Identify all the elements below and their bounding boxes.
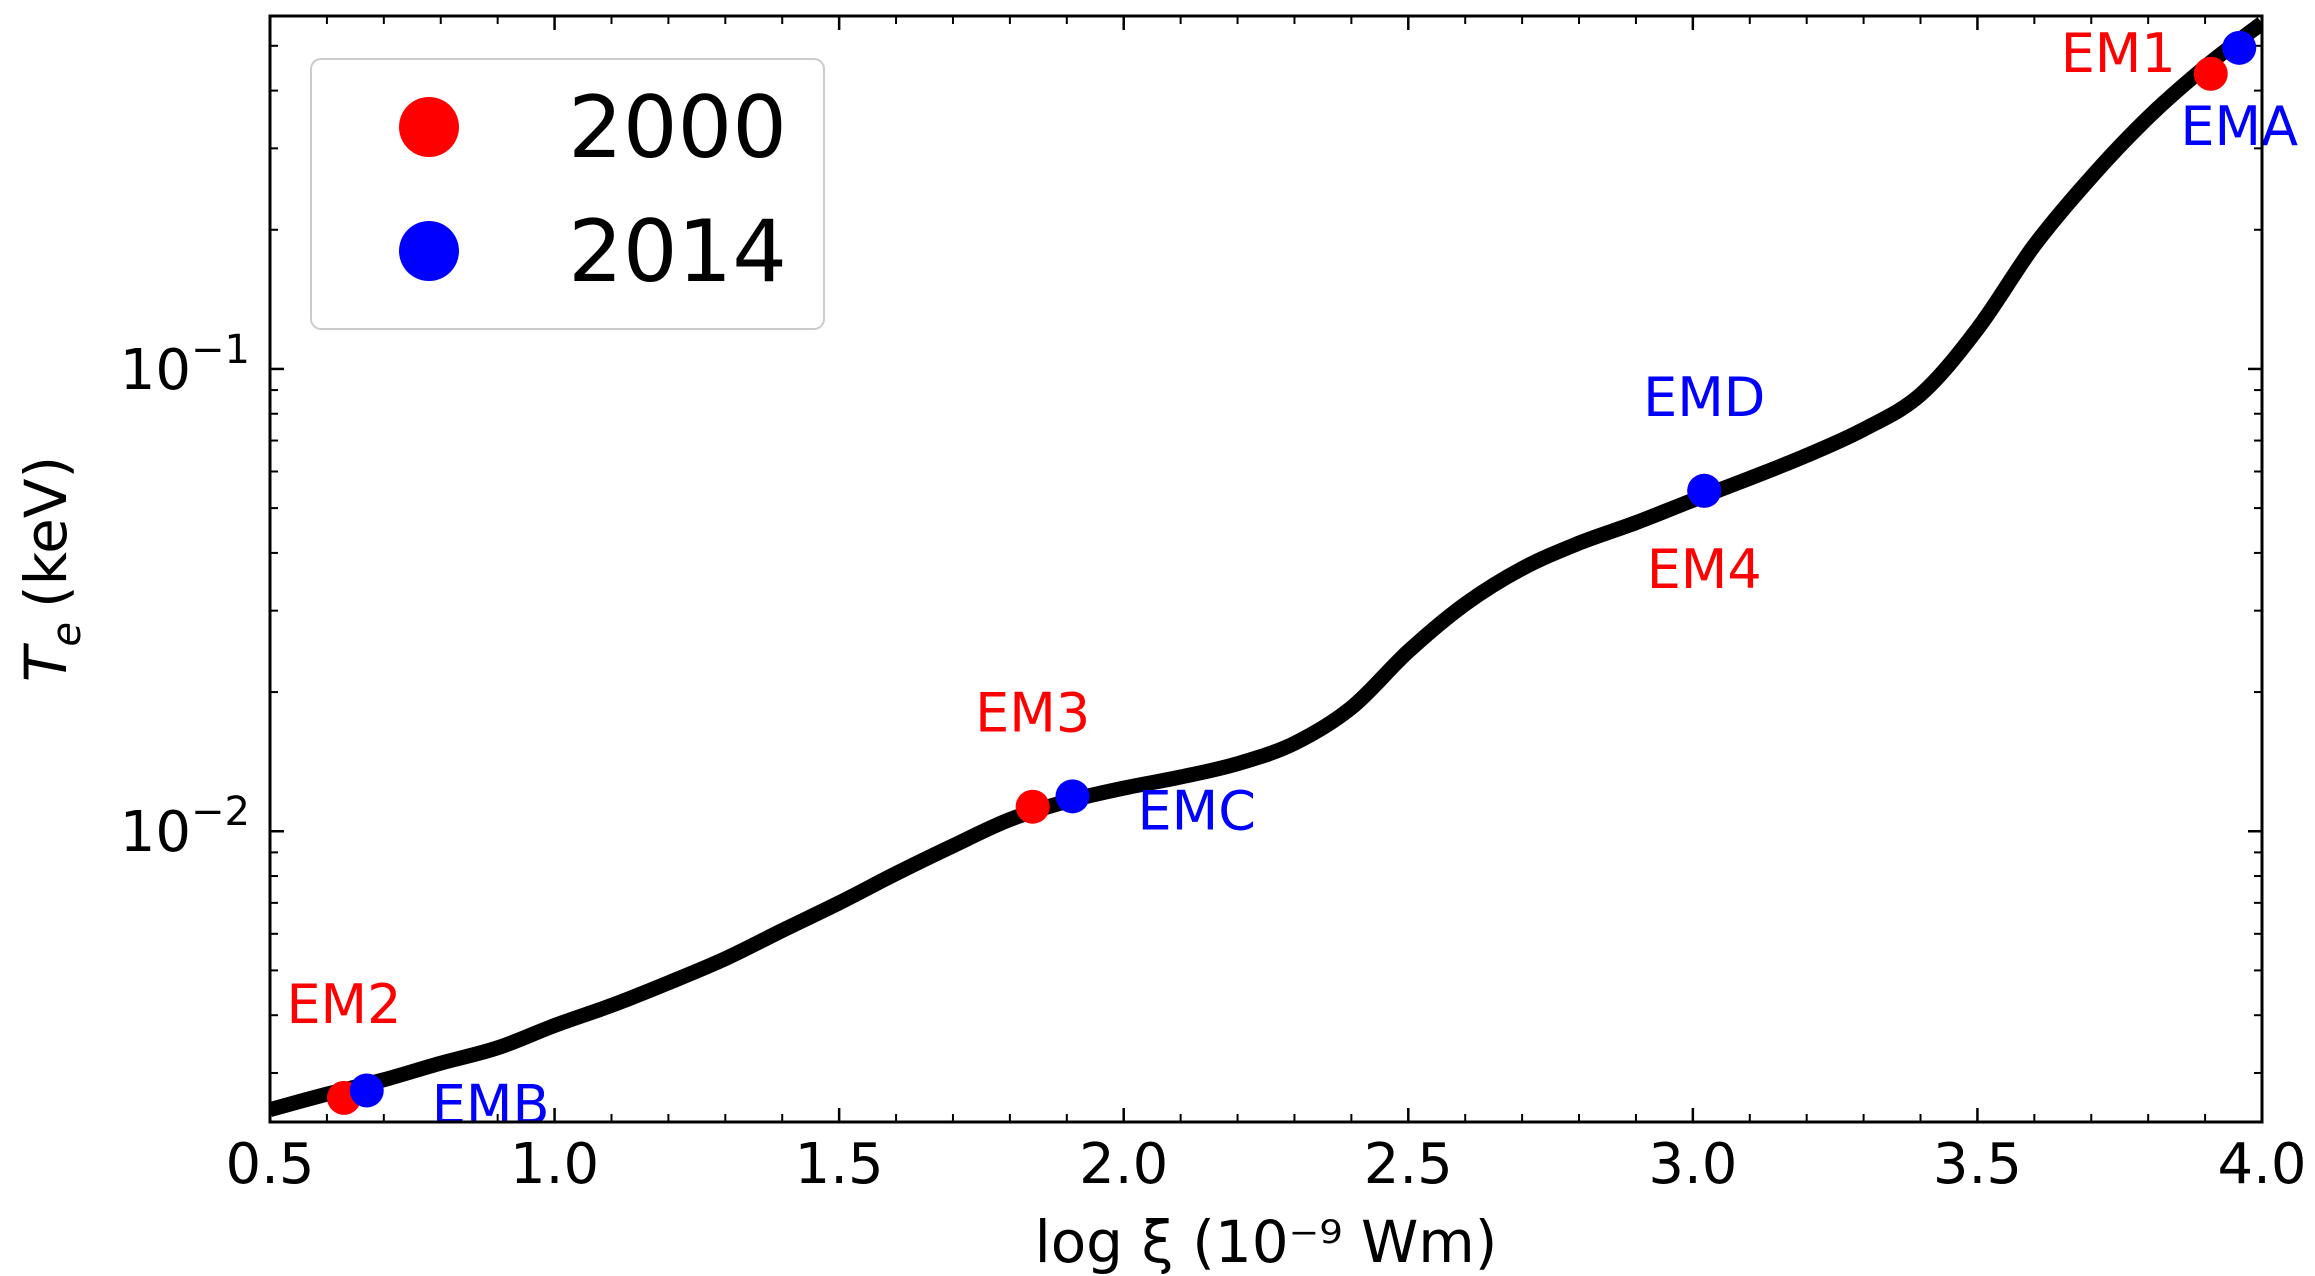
point-label-em4: EM4: [1647, 538, 1762, 601]
point-label-em2: EM2: [286, 973, 401, 1036]
y-tick-label: 10−1: [120, 327, 250, 403]
legend-marker-2014: [399, 221, 459, 281]
point-ema: [2222, 30, 2257, 65]
y-tick-label: 10−2: [120, 789, 250, 865]
x-tick-label: 3.5: [1933, 1132, 2022, 1197]
y-tick-label-base: 10: [120, 800, 191, 865]
y-tick-label-exponent: −1: [191, 327, 250, 373]
y-tick-labels: 10−210−1: [120, 327, 250, 865]
legend-label-2000: 2000: [568, 78, 787, 178]
point-emd: [1687, 473, 1722, 508]
point-label-emd: EMD: [1643, 366, 1765, 429]
legend-marker-2000: [399, 97, 459, 157]
point-em1: [2193, 56, 2228, 91]
point-emb: [349, 1073, 384, 1108]
points-layer: EM2 EM3 EM4 EM1 EMB EMC EMD EMA: [286, 22, 2298, 1137]
x-tick-label: 4.0: [2217, 1132, 2306, 1197]
x-tick-label: 0.5: [225, 1132, 314, 1197]
x-axis-label: log ξ (10⁻⁹ Wm): [1035, 1208, 1498, 1276]
x-tick-label: 2.0: [1079, 1132, 1168, 1197]
point-label-em3: EM3: [975, 682, 1090, 745]
x-tick-label: 1.5: [795, 1132, 884, 1197]
point-em3: [1015, 789, 1050, 824]
x-tick-label: 2.5: [1364, 1132, 1453, 1197]
point-emc: [1055, 779, 1090, 814]
y-axis-label-subscript: e: [44, 622, 90, 647]
y-axis-label-unit: (keV): [12, 456, 80, 608]
point-label-emc: EMC: [1137, 779, 1255, 842]
legend-label-2014: 2014: [568, 202, 787, 302]
point-label-ema: EMA: [2180, 95, 2298, 158]
y-tick-label-exponent: −2: [191, 789, 250, 835]
legend: 2000 2014: [310, 58, 825, 330]
plot-frame: [268, 14, 2264, 1124]
point-label-em1: EM1: [2061, 22, 2176, 85]
y-axis-label-symbol: T: [12, 642, 80, 682]
point-label-emb: EMB: [432, 1073, 550, 1136]
x-tick-label: 1.0: [510, 1132, 599, 1197]
y-axis-label: Te (keV): [12, 456, 90, 682]
te-curve: [270, 17, 2262, 1117]
x-tick-label: 3.0: [1648, 1132, 1737, 1197]
curve-layer: [270, 17, 2262, 1117]
y-tick-label-base: 10: [120, 338, 191, 403]
x-tick-labels: 0.5 1.0 1.5 2.0 2.5 3.0 3.5 4.0: [225, 1132, 2306, 1197]
